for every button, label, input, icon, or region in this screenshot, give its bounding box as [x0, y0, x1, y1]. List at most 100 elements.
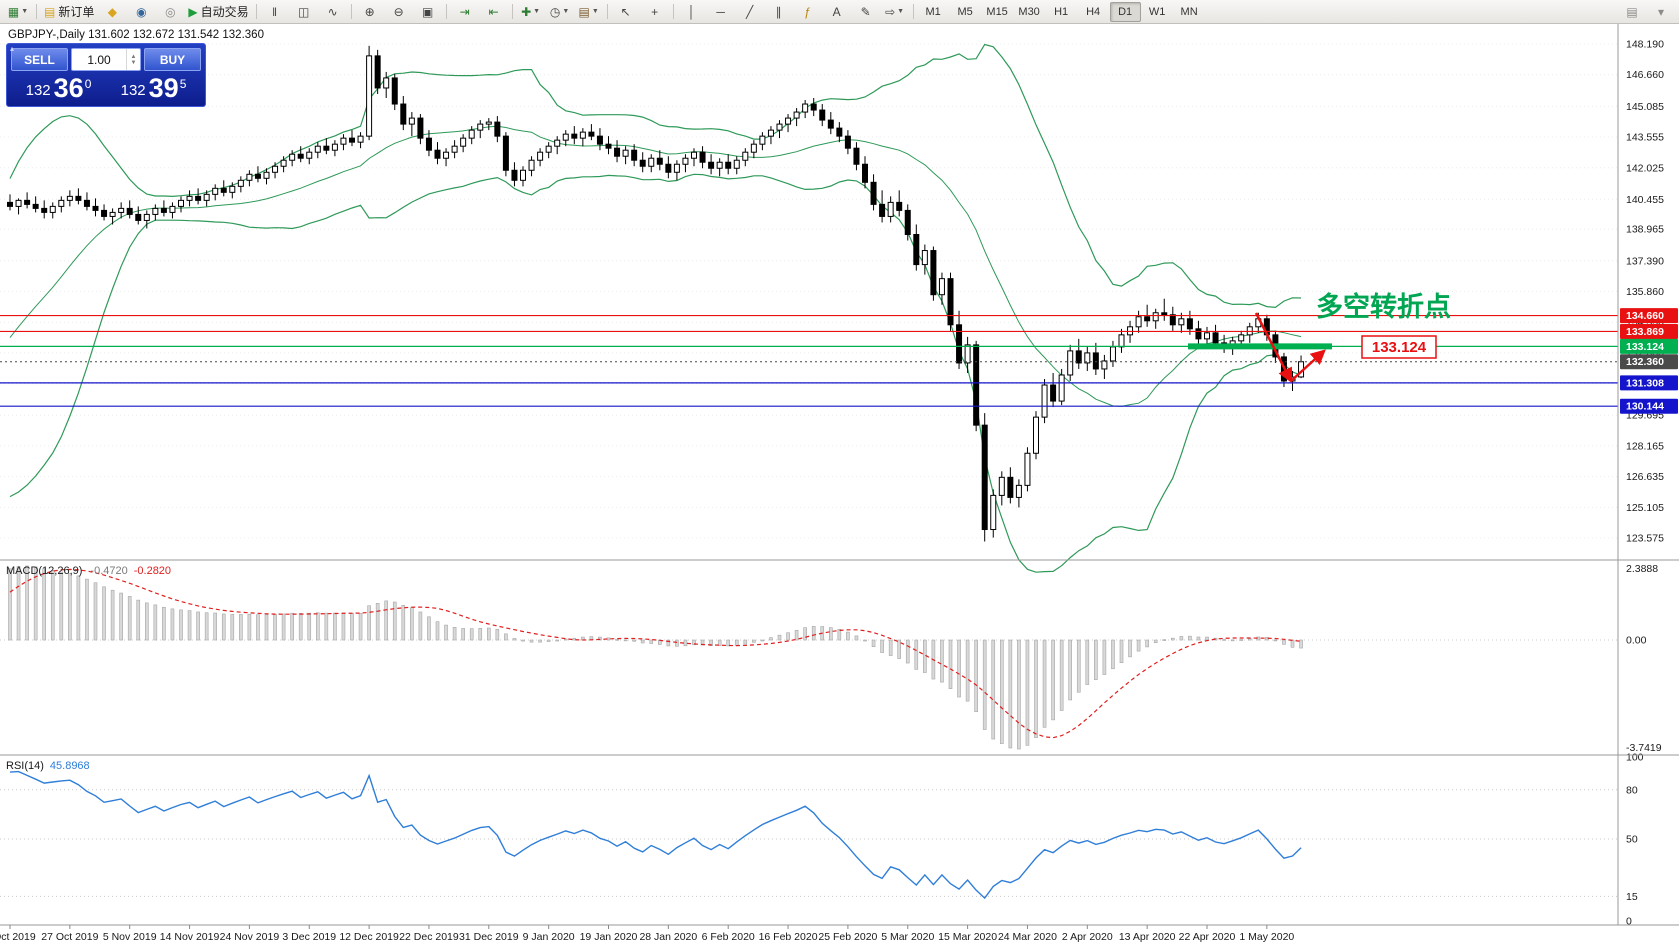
macd-histogram-bar	[153, 604, 158, 641]
timeframe-mn-button[interactable]: MN	[1180, 5, 1198, 18]
sell-price-button[interactable]: 132 36 0	[11, 73, 106, 102]
zoom-out-button[interactable]: ⊖	[385, 1, 413, 23]
chevron-down-icon: ▼	[897, 8, 905, 15]
macd-histogram-bar	[76, 575, 81, 641]
macd-histogram-bar	[307, 612, 312, 641]
indicators-button[interactable]: ✚ ▼	[517, 1, 545, 23]
timeframe-h4-button[interactable]: H4	[1086, 5, 1101, 18]
trendline-button[interactable]: ╱	[736, 1, 764, 23]
volume-spinner[interactable]: ▲ ▼	[126, 49, 140, 70]
arrows-button[interactable]: ⇨ ▼	[881, 1, 909, 23]
chart-canvas[interactable]: 多空转折点 133.124 148.190 146.660 145.085 143.555…	[0, 24, 1679, 944]
horizontal-line-button[interactable]: ─	[707, 1, 735, 23]
vertical-line-button[interactable]: │	[678, 1, 706, 23]
rsi-pane: RSI(14) 45.8968 100 80 50 15 0	[0, 752, 1644, 928]
buy-button[interactable]: BUY	[144, 48, 201, 71]
text-button[interactable]: A	[823, 1, 851, 23]
toolbar-separator	[511, 4, 513, 19]
fibonacci-button[interactable]: ƒ	[794, 1, 822, 23]
macd-histogram-bar	[239, 614, 243, 641]
zoom-in-icon: ⊕	[364, 4, 375, 19]
svg-text:0: 0	[1626, 916, 1632, 928]
new-chart-button[interactable]: ▦ ▼	[4, 1, 32, 23]
macd-histogram-bar	[888, 639, 893, 656]
templates-button[interactable]: ▤ ▼	[575, 1, 603, 23]
macd-histogram-bar	[649, 639, 654, 644]
timeframe-d1-button[interactable]: D1	[1109, 1, 1141, 22]
market-watch-icon: ◆	[107, 4, 117, 19]
macd-histogram-bar	[1247, 638, 1252, 641]
timeframe-w1-button[interactable]: W1	[1148, 5, 1166, 18]
text-icon: A	[832, 4, 841, 19]
timeframe-m5-button[interactable]: M5	[957, 5, 973, 18]
collapse-arrow-icon[interactable]: ▴	[10, 44, 15, 53]
timeframe-m15-button[interactable]: M15	[986, 5, 1008, 18]
macd-histogram-bar	[760, 639, 765, 642]
auto-scroll-button[interactable]: ⇥	[451, 1, 479, 23]
macd-histogram-bar	[435, 621, 440, 641]
channel-button[interactable]: ∥	[765, 1, 793, 23]
timeframe-h1-button[interactable]: H1	[1054, 5, 1069, 18]
sell-button[interactable]: SELL	[11, 48, 68, 71]
macd-histogram-bar	[1128, 639, 1132, 658]
macd-pane: MACD(12,26,9) -0.4720 -0.2820 2.3888 0.00 -3.…	[0, 563, 1662, 754]
macd-histogram-bar	[717, 639, 722, 646]
new-order-button[interactable]: ▤ 新订单	[41, 1, 97, 23]
horizontal-line-icon: ─	[716, 4, 725, 19]
trend-arrow[interactable]	[1290, 349, 1326, 382]
price-scale[interactable]: 148.190 146.660 145.085 143.555 142.025 140.4…	[1620, 39, 1678, 545]
macd-histogram-bar	[512, 638, 517, 641]
chart-annotations[interactable]: 多空转折点 133.124	[1188, 291, 1451, 384]
buy-price-button[interactable]: 132 39 5	[106, 73, 201, 102]
macd-histogram-bar	[1290, 639, 1295, 648]
navigator-button[interactable]: ◎	[156, 1, 184, 23]
auto-trading-button[interactable]: ▶ 自动交易	[185, 1, 251, 23]
macd-histogram-bar	[1205, 636, 1209, 641]
macd-histogram-bar	[786, 632, 790, 641]
timeframe-m1-button[interactable]: M1	[925, 5, 941, 18]
macd-histogram-bar	[726, 639, 731, 647]
macd-histogram-bar	[247, 613, 252, 641]
new-order-button-label: 新订单	[58, 5, 95, 19]
trend-arrow[interactable]	[1254, 312, 1293, 384]
bar-chart-button[interactable]: ‖	[261, 1, 289, 23]
cursor-button[interactable]: ↖	[612, 1, 640, 23]
turning-point-text[interactable]: 多空转折点	[1316, 291, 1451, 322]
chart-shift-button[interactable]: ⇤	[480, 1, 508, 23]
macd-histogram-bar	[1230, 639, 1235, 642]
toolbar-extra-icon-2[interactable]: ▾	[1647, 1, 1675, 23]
zoom-in-button[interactable]: ⊕	[356, 1, 384, 23]
macd-histogram-bar	[452, 627, 457, 641]
bid-point: 0	[84, 77, 92, 91]
svg-text:146.660: 146.660	[1626, 69, 1664, 81]
market-watch-button[interactable]: ◆	[98, 1, 126, 23]
line-chart-button[interactable]: ∿	[319, 1, 347, 23]
toolbar-extra-icon-1[interactable]: ▤	[1618, 1, 1646, 23]
macd-histogram-bar	[85, 578, 89, 641]
label-button[interactable]: ✎	[852, 1, 880, 23]
macd-histogram-bar	[1196, 636, 1201, 641]
date-label: 13 Apr 2020	[1119, 931, 1176, 943]
tile-windows-button[interactable]: ▣	[414, 1, 442, 23]
crosshair-button[interactable]: +	[641, 1, 669, 23]
volume-field: ▲▼	[71, 48, 141, 71]
volume-input[interactable]	[72, 51, 126, 68]
svg-text:80: 80	[1626, 784, 1638, 796]
macd-histogram-bar	[281, 613, 286, 641]
periods-button[interactable]: ◷ ▼	[546, 1, 574, 23]
chart-shift-icon: ⇤	[488, 4, 499, 19]
timeframe-m30-button[interactable]: M30	[1018, 5, 1040, 18]
macd-histogram-bar	[777, 634, 782, 641]
macd-histogram-bar	[794, 629, 799, 641]
price-tag-box[interactable]	[1361, 335, 1437, 359]
bollinger-bands	[9, 43, 1302, 573]
bar-chart-icon: ‖	[272, 4, 278, 19]
macd-histogram-bar	[350, 613, 354, 641]
rsi-label: RSI(14) 45.8968	[6, 760, 90, 772]
candlestick-chart-button[interactable]: ◫	[290, 1, 318, 23]
date-label: 14 Nov 2019	[160, 931, 220, 943]
svg-text:133.124: 133.124	[1626, 341, 1664, 353]
data-window-button[interactable]: ◉	[127, 1, 155, 23]
macd-histogram-bar	[837, 629, 842, 641]
